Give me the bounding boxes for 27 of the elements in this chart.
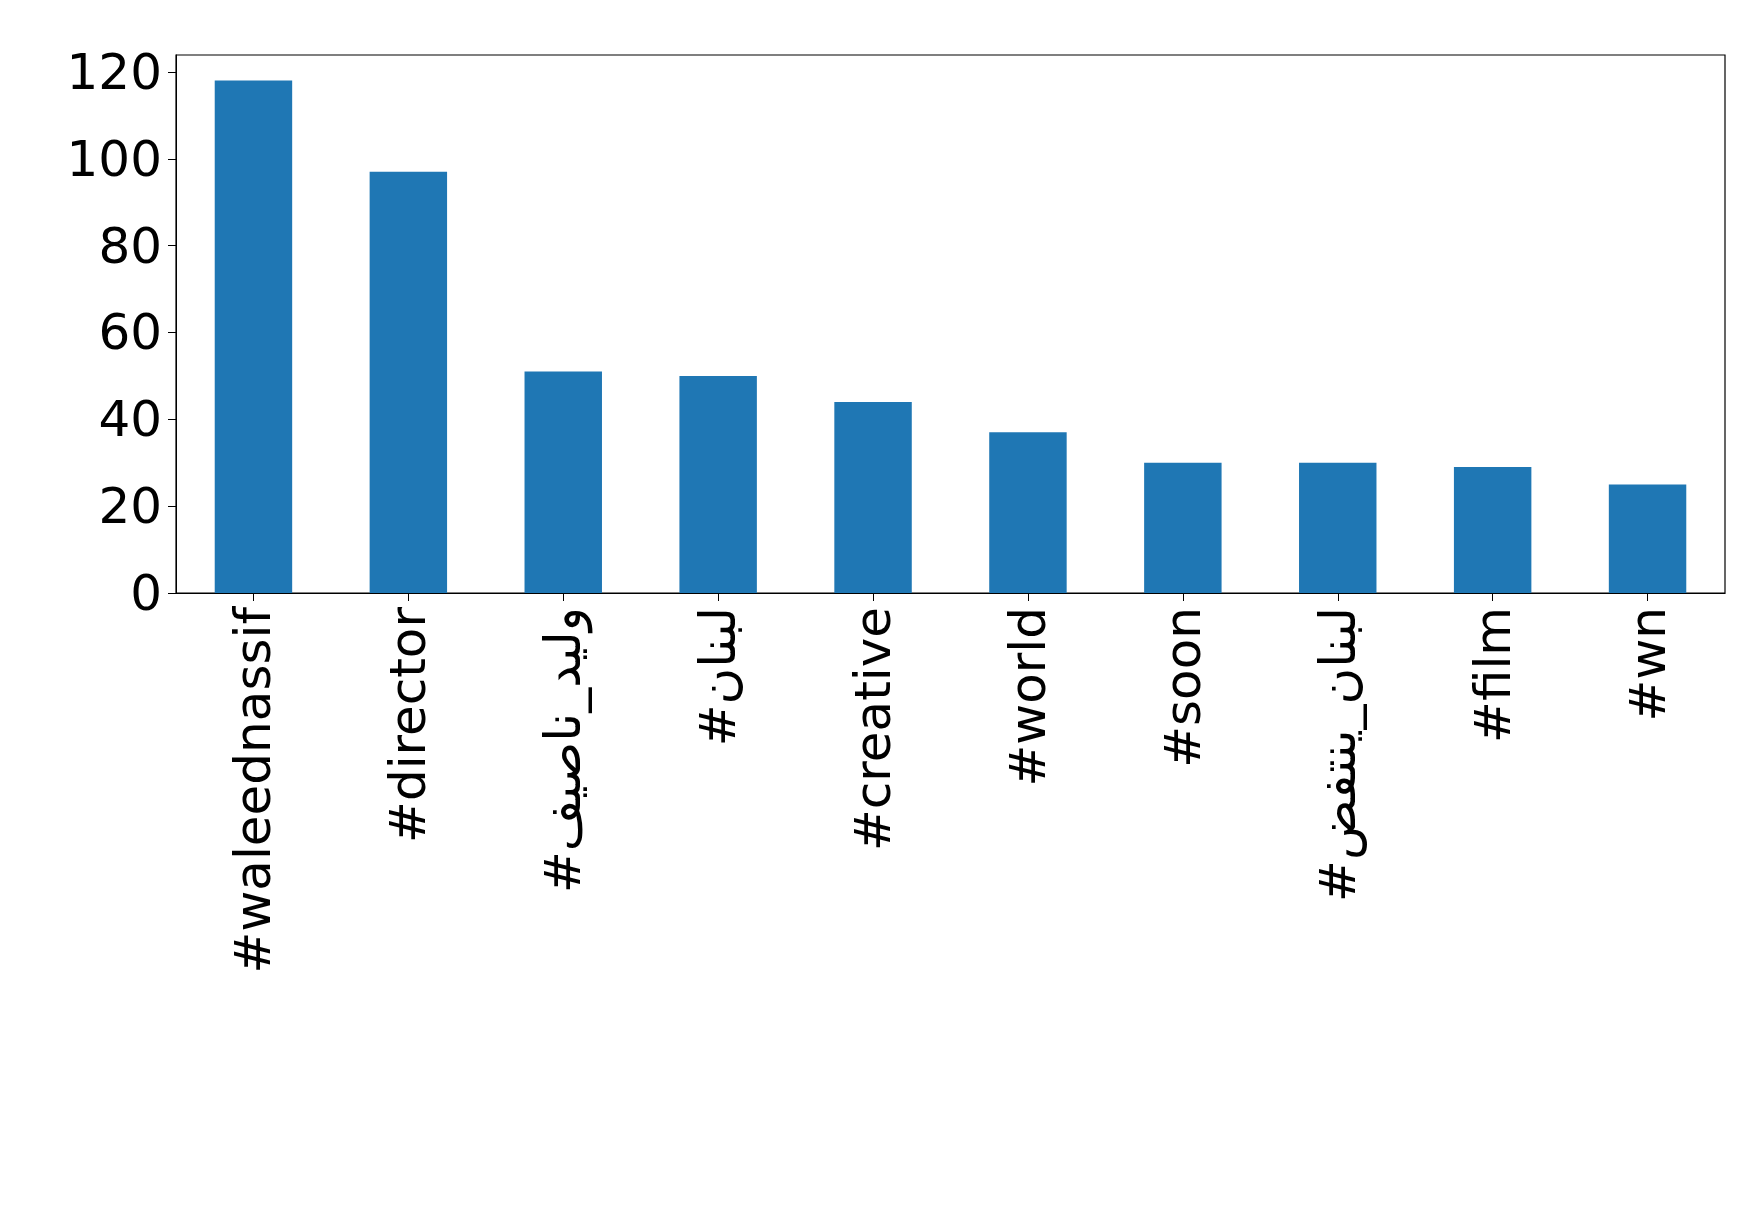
y-tick-label: 0: [130, 564, 162, 622]
y-tick-label: 20: [98, 477, 162, 536]
bar: [679, 375, 757, 593]
bar: [989, 432, 1067, 593]
y-tick-label: 40: [98, 390, 162, 449]
bar: [1144, 462, 1222, 593]
x-tick-label: #film: [1463, 607, 1522, 743]
bar: [214, 80, 293, 593]
y-tick-label: 60: [98, 303, 162, 362]
x-tick-label: #لبنان: [689, 607, 748, 747]
x-tick-label: #world: [998, 607, 1057, 787]
y-tick-label: 120: [66, 42, 162, 101]
bar: [834, 401, 912, 593]
bar: [369, 171, 448, 593]
x-tick-label: #لبنان_ينتفض: [1308, 607, 1367, 902]
bar: [524, 371, 602, 593]
bar: [1299, 462, 1377, 593]
x-tick-label: #creative: [844, 607, 903, 852]
y-tick-label: 80: [98, 216, 162, 275]
bar: [1453, 467, 1532, 593]
x-tick-label: #wn: [1618, 607, 1677, 722]
x-tick-label: #director: [379, 606, 438, 843]
x-tick-label: #soon: [1153, 607, 1212, 768]
bar: [1608, 484, 1687, 593]
x-tick-label: #وليد_ناصيف: [534, 607, 594, 894]
y-tick-label: 100: [66, 129, 162, 188]
x-tick-label: #waleednassif: [224, 605, 283, 974]
